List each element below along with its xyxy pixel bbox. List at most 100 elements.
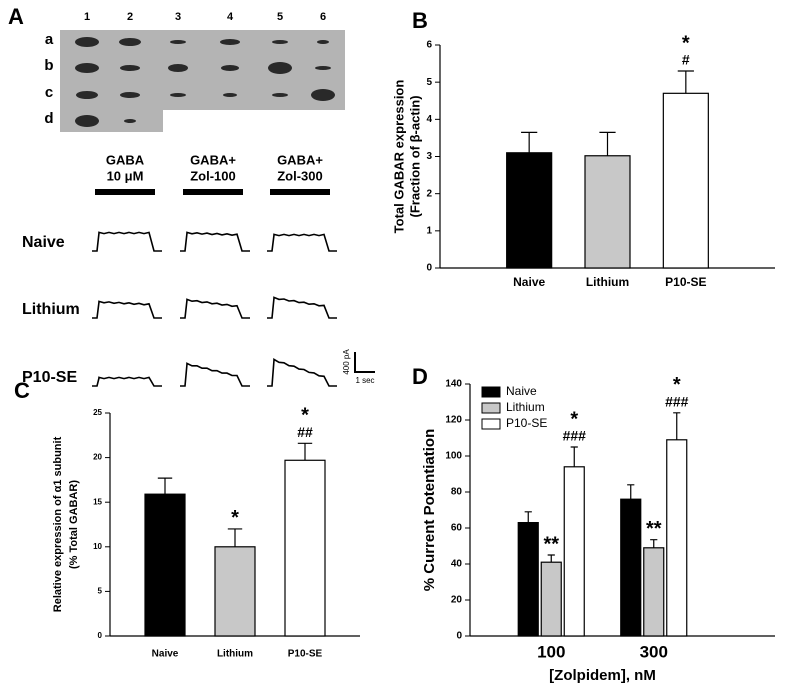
- error-bar: [547, 554, 555, 563]
- lane-label: 5: [277, 11, 283, 23]
- current-trace: [180, 362, 250, 387]
- lane-label: 1: [84, 11, 90, 23]
- scale-current: 400 pA: [342, 349, 351, 375]
- lane-label: 2: [127, 11, 133, 23]
- y-tick-label: 5: [426, 77, 432, 88]
- x-tick-label: 300: [640, 642, 668, 661]
- error-bar: [227, 528, 243, 547]
- y-tick-label: 120: [445, 415, 462, 426]
- legend-label: Lithium: [506, 400, 545, 414]
- bar: [214, 546, 256, 637]
- y-tick-label: 25: [93, 408, 102, 417]
- drug-bar: [183, 189, 243, 195]
- legend-label: Naive: [506, 384, 537, 398]
- bar: [584, 155, 631, 269]
- condition-label: GABA+: [277, 152, 323, 167]
- bar: [666, 439, 688, 637]
- blot-band: [317, 40, 329, 44]
- scale-time: 1 sec: [355, 376, 374, 385]
- x-tick-label: 100: [537, 642, 565, 661]
- x-tick-label: Lithium: [217, 649, 253, 660]
- traces: [92, 231, 337, 387]
- y-axis-label: Relative expression of α1 subunit: [52, 436, 64, 612]
- legend-swatch: [481, 386, 501, 398]
- current-trace: [92, 231, 162, 252]
- y-tick-label: 2: [426, 188, 432, 199]
- y-tick-label: 0: [98, 631, 103, 640]
- significance-marker: **: [646, 518, 662, 540]
- current-trace: [267, 233, 337, 252]
- row-label: d: [44, 110, 53, 127]
- blot-band: [75, 37, 99, 47]
- condition-label: Zol-100: [190, 168, 236, 183]
- bar: [662, 92, 709, 269]
- blot-band: [272, 93, 288, 97]
- y-tick-label: 100: [445, 451, 462, 462]
- current-trace: [92, 300, 162, 319]
- bar: [144, 493, 186, 637]
- blot-band: [221, 65, 239, 71]
- current-trace: [267, 296, 337, 319]
- panel-label: A: [8, 4, 24, 29]
- y-tick-label: 0: [456, 631, 462, 642]
- row-label: b: [44, 57, 53, 74]
- significance-marker: #: [682, 52, 690, 68]
- y-tick-label: 15: [93, 497, 102, 506]
- blot-band: [168, 64, 188, 72]
- current-trace: [180, 231, 250, 252]
- lane-label: 4: [227, 11, 234, 23]
- blot-band: [76, 91, 98, 99]
- significance-marker: ###: [563, 428, 587, 444]
- significance-marker: *: [301, 405, 309, 427]
- y-tick-label: 60: [451, 523, 463, 534]
- blot: [60, 30, 345, 132]
- bar: [506, 152, 553, 269]
- bar: [540, 561, 562, 637]
- y-tick-label: 10: [93, 542, 102, 551]
- y-axis-label: Total GABAR expression: [391, 80, 406, 234]
- error-bar: [673, 412, 681, 440]
- current-trace: [92, 376, 162, 387]
- condition-label: Zol-300: [277, 168, 323, 183]
- blot-band: [220, 39, 240, 45]
- blot-band: [75, 115, 99, 127]
- error-bar: [599, 131, 616, 156]
- blot-band: [75, 63, 99, 73]
- blot-band: [120, 65, 140, 71]
- y-axis-label: % Current Potentiation: [421, 429, 438, 592]
- condition-label: GABA: [106, 152, 145, 167]
- x-tick-label: Naive: [513, 275, 545, 289]
- blot-band: [268, 62, 292, 74]
- bar: [563, 466, 585, 637]
- y-tick-label: 140: [445, 379, 462, 390]
- y-tick-label: 0: [426, 263, 432, 274]
- current-trace: [180, 298, 250, 319]
- condition-label: GABA+: [190, 152, 236, 167]
- lane-label: 6: [320, 11, 326, 23]
- y-axis-label: (% Total GABAR): [68, 480, 80, 569]
- x-tick-label: Lithium: [586, 275, 629, 289]
- scale-bar: [354, 352, 375, 373]
- bar: [620, 498, 642, 637]
- blot-band: [223, 93, 237, 97]
- group-label: Naive: [22, 234, 65, 251]
- drug-bar: [270, 189, 330, 195]
- blot-band: [119, 38, 141, 46]
- y-tick-label: 40: [451, 559, 463, 570]
- significance-marker: *: [682, 32, 690, 54]
- significance-marker: ##: [297, 424, 313, 440]
- significance-marker: *: [570, 408, 578, 430]
- y-tick-label: 3: [426, 151, 432, 162]
- y-axis-label: (Fraction of β-actin): [407, 95, 422, 217]
- error-bar: [650, 539, 658, 548]
- y-tick-label: 5: [98, 587, 103, 596]
- x-axis-label: [Zolpidem], nM: [549, 667, 656, 684]
- blot-band: [124, 119, 136, 123]
- y-tick-label: 20: [93, 453, 102, 462]
- y-tick-label: 4: [426, 114, 432, 125]
- blot-band: [120, 92, 140, 98]
- significance-marker: **: [543, 533, 559, 555]
- current-trace: [267, 358, 337, 387]
- error-bar: [627, 484, 635, 500]
